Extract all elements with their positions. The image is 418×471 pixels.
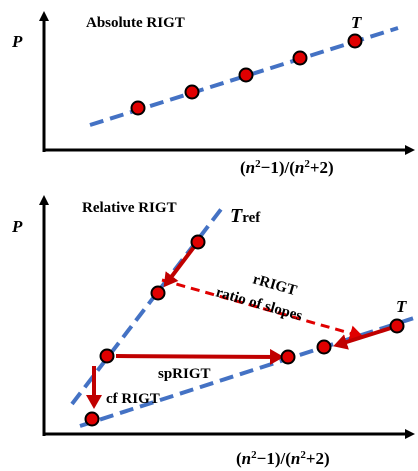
- sprigt-label: spRIGT: [158, 366, 211, 382]
- bottom-y-axis-label: P: [11, 217, 23, 236]
- rrigt-arrow: [161, 278, 364, 341]
- top-data-point: [184, 84, 200, 100]
- top-data-point: [292, 50, 308, 66]
- ref-data-point: [150, 285, 166, 301]
- sample-data-point-t: [389, 318, 405, 334]
- top-panel: Absolute RIGT P T (n2−1)/(n2+2): [11, 11, 415, 177]
- ref-data-point: [99, 348, 115, 364]
- bottom-x-axis-label: (n2−1)/(n2+2): [236, 449, 330, 468]
- top-data-point: [238, 67, 254, 83]
- bottom-panel: Relative RIGT P Tref T rRIGT ratio of sl…: [11, 195, 415, 468]
- top-x-axis-label: (n2−1)/(n2+2): [240, 158, 334, 177]
- top-y-axis-label: P: [11, 32, 23, 51]
- bottom-title: Relative RIGT: [82, 200, 177, 216]
- top-title: Absolute RIGT: [86, 15, 185, 31]
- sample-fit-line: [79, 316, 415, 428]
- sample-data-point: [316, 339, 332, 355]
- sample-data-point: [84, 411, 100, 427]
- top-data-point: [130, 100, 146, 116]
- top-data-point-t: [347, 33, 363, 49]
- sprigt-arrow: [115, 348, 284, 365]
- bottom-point-label-t: T: [396, 297, 407, 316]
- ref-line-label: Tref: [230, 205, 261, 227]
- ref-data-point: [190, 234, 206, 250]
- sample-data-point: [280, 349, 296, 365]
- top-point-label-t: T: [351, 13, 362, 32]
- t-move-arrow: [333, 325, 395, 350]
- cfrigt-label: cf RIGT: [106, 391, 160, 407]
- ref-move-arrow: [163, 241, 199, 288]
